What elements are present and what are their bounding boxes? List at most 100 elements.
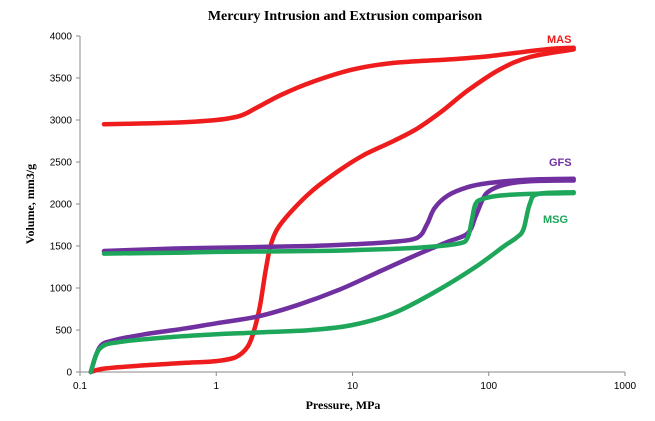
series-label-msg: MSG [543, 214, 568, 226]
series-mas-extrusion-point [143, 121, 147, 126]
series-msg-intrusion-point [173, 334, 177, 339]
series-msg-extrusion-point [497, 193, 502, 198]
series-mas-extrusion-point [552, 46, 556, 51]
series-mas-extrusion-point [350, 67, 355, 72]
series-mas-extrusion-point [487, 54, 491, 58]
series-msg-extrusion-point [469, 219, 474, 223]
series-mas-extrusion-point [102, 122, 106, 126]
series-msg-extrusion-point [528, 192, 532, 196]
series-mas-intrusion-point [361, 153, 366, 158]
series-mas-intrusion-point [263, 269, 268, 274]
series-msg-extrusion-point [456, 241, 461, 246]
series-msg-extrusion-point [350, 248, 355, 252]
series-gfs-extrusion-point [432, 206, 437, 210]
series-gfs-extrusion-line [101, 176, 576, 254]
x-tick-label: 1 [213, 381, 219, 392]
series-msg-intrusion-point [119, 340, 123, 344]
series-gfs-intrusion-point [337, 287, 342, 292]
y-tick-label: 1000 [50, 284, 73, 295]
y-tick-label: 1500 [50, 242, 73, 253]
series-gfs-extrusion-point [309, 244, 314, 248]
x-tick-group: 0.1 1 10 100 1000 [73, 372, 637, 392]
series-msg-intrusion-point [255, 330, 260, 335]
series-msg-intrusion-point [309, 328, 314, 332]
y-tick-label: 2000 [50, 200, 73, 211]
series-label-gfs: GFS [549, 157, 572, 169]
series-mas-extrusion-point [214, 118, 219, 122]
series-mas-intrusion-point [143, 363, 147, 368]
y-tick-label: 3000 [50, 116, 73, 127]
x-tick-label: 100 [480, 381, 497, 392]
y-axis-label: Volume, mm3/g [23, 164, 37, 244]
series-mas-extrusion-point [571, 46, 576, 50]
series-mas-intrusion-point [309, 189, 314, 194]
series-mas-intrusion-point [184, 361, 188, 365]
series-gfs-extrusion-point [571, 177, 576, 181]
series-msg-intrusion-point [214, 332, 219, 337]
x-tick-label: 10 [347, 381, 359, 392]
series-msg-intrusion-line [88, 189, 576, 375]
y-tick-label: 500 [55, 326, 72, 337]
series-gfs-intrusion-point [214, 321, 219, 326]
series-mas-intrusion-line [88, 47, 576, 375]
series-gfs-extrusion-point [528, 177, 532, 182]
series-mas-intrusion-point [258, 303, 263, 307]
series-mas-extrusion-point [528, 49, 532, 53]
series-gfs [88, 176, 576, 375]
series-mas [88, 45, 576, 375]
series-mas-intrusion-point [439, 109, 444, 114]
series-mas-intrusion-point [497, 67, 502, 72]
series-msg-extrusion-point [102, 251, 106, 256]
series-msg-extrusion-point [214, 250, 219, 254]
series-mas-extrusion-line [101, 45, 576, 127]
series-gfs-extrusion-point [415, 235, 420, 240]
series-gfs-extrusion-point [214, 245, 219, 250]
x-tick-label: 1000 [614, 381, 637, 392]
series-mas-intrusion-point [391, 139, 396, 143]
series-mas-intrusion-point [465, 88, 470, 93]
series-mas-intrusion-point [245, 345, 250, 349]
series-gfs-extrusion-point [391, 240, 396, 244]
x-axis-label: Pressure, MPa [306, 398, 381, 412]
series-msg-extrusion-point [415, 245, 420, 250]
series-msg-extrusion-point [309, 249, 314, 253]
series-msg-intrusion-point [502, 244, 507, 248]
series-mas-intrusion-point [337, 168, 342, 173]
series-gfs-intrusion-line [88, 178, 576, 375]
series-msg-intrusion-point [432, 290, 437, 295]
y-tick-label: 0 [66, 368, 72, 379]
y-tick-label: 4000 [50, 32, 73, 43]
series-msg [88, 189, 576, 375]
series-gfs-intrusion-point [255, 314, 260, 319]
series-label-group: MAS GFS MSG [543, 34, 572, 226]
series-mas-intrusion-point [288, 210, 293, 215]
series-gfs-extrusion-point [487, 181, 491, 185]
series-label-mas: MAS [547, 34, 571, 46]
series-msg-intrusion-point [473, 265, 478, 269]
chart-title: Mercury Intrusion and Extrusion comparis… [208, 9, 483, 24]
series-mas-extrusion-point [279, 93, 284, 97]
series-msg-extrusion-point [473, 202, 478, 206]
series-mas-intrusion-point [275, 227, 280, 231]
series-msg-intrusion-point [528, 202, 532, 206]
series-gfs-intrusion-point [143, 332, 147, 337]
series-gfs-intrusion-point [415, 252, 420, 257]
series-msg-extrusion-point [480, 197, 485, 201]
y-tick-group: 0 500 1000 1500 2000 2500 3000 3500 4000 [50, 32, 80, 379]
series-mas-extrusion-point [184, 120, 188, 124]
series-gfs-intrusion-point [445, 240, 450, 244]
series-gfs-extrusion-point [445, 193, 450, 198]
series-msg-intrusion-point [391, 311, 396, 316]
series-mas-extrusion-point [309, 80, 314, 84]
series-gfs-intrusion-point [374, 271, 379, 275]
series-mas-intrusion-point [528, 55, 532, 59]
series-msg-extrusion-line [101, 190, 576, 256]
series-mas-extrusion-point [445, 57, 450, 62]
series-msg-extrusion-point [465, 235, 470, 240]
series-msg-intrusion-point [514, 235, 519, 240]
series-mas-extrusion-point [255, 105, 260, 110]
x-tick-label: 0.1 [73, 381, 87, 392]
series-mas-intrusion-point [102, 366, 106, 371]
series-group [88, 45, 576, 375]
